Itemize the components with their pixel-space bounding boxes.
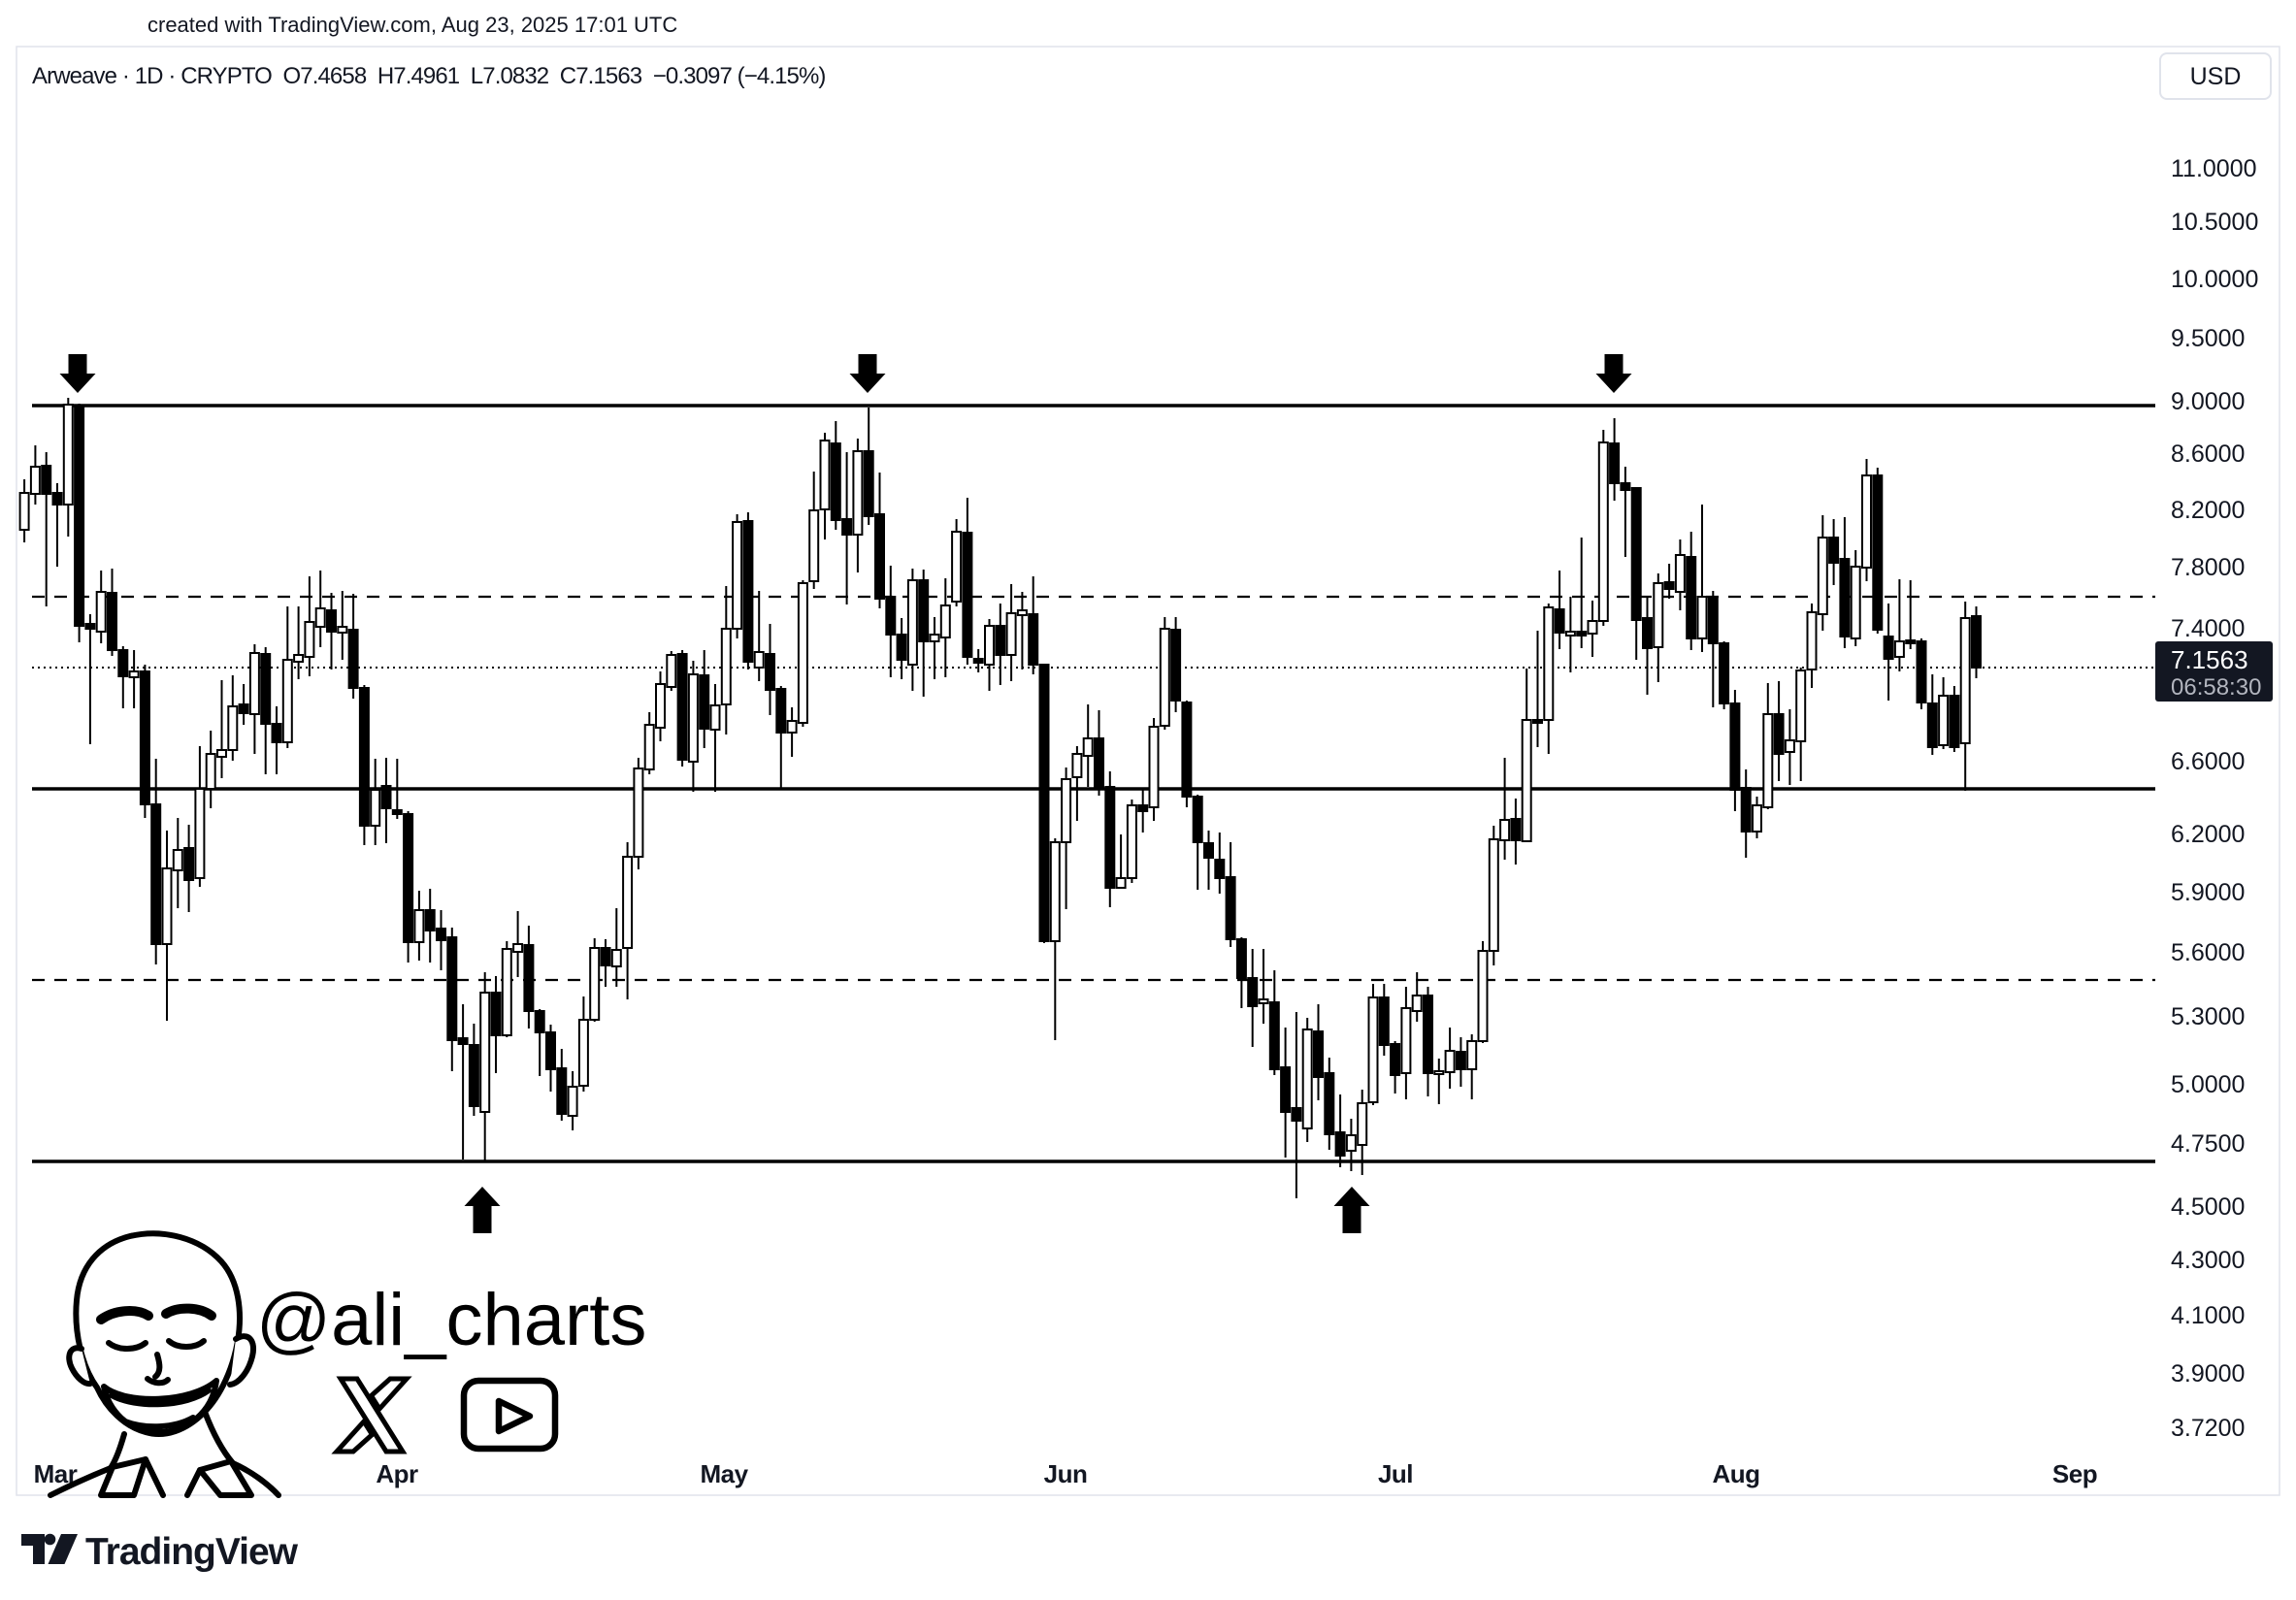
svg-text:Jul: Jul	[1378, 1459, 1413, 1488]
svg-text:9.0000: 9.0000	[2171, 388, 2245, 415]
svg-text:5.3000: 5.3000	[2171, 1003, 2245, 1030]
svg-text:Arweave · 1D · CRYPTO O7.4658: Arweave · 1D · CRYPTO O7.4658 H7.4961 L7…	[32, 63, 826, 89]
svg-text:4.5000: 4.5000	[2171, 1193, 2245, 1221]
svg-text:9.5000: 9.5000	[2171, 325, 2245, 352]
svg-text:TradingView: TradingView	[85, 1531, 299, 1573]
svg-text:5.9000: 5.9000	[2171, 879, 2245, 906]
svg-text:10.0000: 10.0000	[2171, 266, 2258, 293]
svg-text:8.2000: 8.2000	[2171, 497, 2245, 524]
svg-text:@ali_charts: @ali_charts	[256, 1279, 646, 1361]
svg-text:10.5000: 10.5000	[2171, 209, 2258, 236]
svg-text:USD: USD	[2190, 63, 2242, 90]
svg-text:Sep: Sep	[2052, 1459, 2097, 1488]
svg-text:Apr: Apr	[376, 1459, 418, 1488]
svg-text:3.7200: 3.7200	[2171, 1415, 2245, 1442]
svg-text:4.7500: 4.7500	[2171, 1130, 2245, 1158]
svg-text:5.0000: 5.0000	[2171, 1071, 2245, 1098]
svg-text:5.6000: 5.6000	[2171, 939, 2245, 966]
svg-text:3.9000: 3.9000	[2171, 1360, 2245, 1388]
svg-text:8.6000: 8.6000	[2171, 441, 2245, 468]
svg-text:6.6000: 6.6000	[2171, 748, 2245, 775]
svg-text:7.4000: 7.4000	[2171, 615, 2245, 642]
svg-text:4.3000: 4.3000	[2171, 1247, 2245, 1274]
svg-text:Jun: Jun	[1044, 1459, 1088, 1488]
svg-text:Aug: Aug	[1712, 1459, 1759, 1488]
svg-text:4.1000: 4.1000	[2171, 1302, 2245, 1329]
svg-text:06:58:30: 06:58:30	[2171, 674, 2261, 701]
svg-text:7.1563: 7.1563	[2171, 645, 2248, 674]
svg-text:created with TradingView.com,: created with TradingView.com, Aug 23, 20…	[148, 13, 677, 37]
svg-text:7.8000: 7.8000	[2171, 554, 2245, 581]
svg-text:11.0000: 11.0000	[2171, 155, 2257, 182]
svg-text:6.2000: 6.2000	[2171, 821, 2245, 848]
svg-text:May: May	[700, 1459, 748, 1488]
